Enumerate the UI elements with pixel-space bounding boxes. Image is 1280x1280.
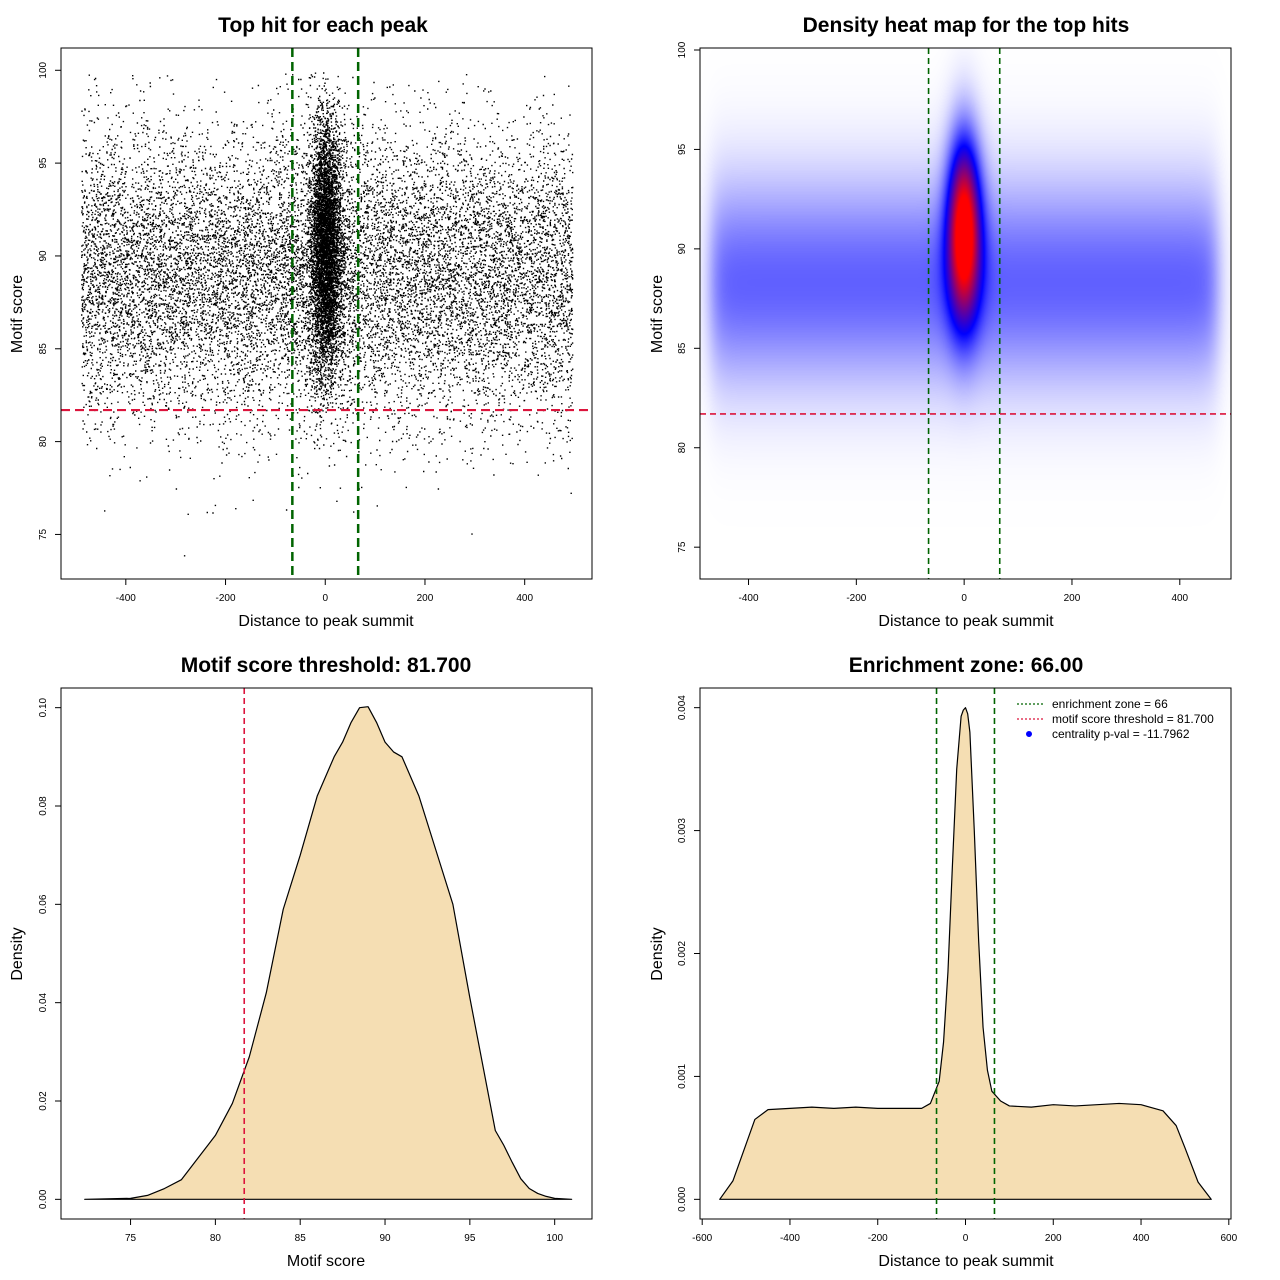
scatter-x-tick-label: -200 [216, 593, 236, 604]
heatmap-title: Density heat map for the top hits [803, 14, 1130, 37]
scatter-y-tick-label: 80 [38, 436, 49, 448]
scatter-reference-lines [61, 48, 592, 579]
scatter-y-tick-label: 95 [38, 157, 49, 169]
distance-density-x-tick-label: -600 [692, 1233, 712, 1244]
panel-heatmap: Density heat map for the top hits -400 -2… [649, 14, 1232, 630]
panel-score-density: Motif score threshold: 81.700 75 80 85 90 95… [9, 654, 593, 1270]
score-density-x-tick-label: 95 [464, 1233, 476, 1244]
distance-density-x-tick-label: 0 [963, 1233, 969, 1244]
score-density-y-axis-label: Density [9, 927, 26, 980]
heatmap-x-tick-label: -400 [739, 593, 759, 604]
score-density-y-tick-label: 0.02 [38, 1091, 49, 1111]
heatmap-x-tick-label: 200 [1064, 593, 1081, 604]
score-density-axis-ticks: 75 80 85 90 95 100 0.00 0.02 0.04 0.06 0.08 0.10 [38, 697, 563, 1244]
scatter-y-tick-label: 100 [38, 62, 49, 79]
heatmap-surface [700, 48, 1231, 579]
panel-distance-density: Enrichment zone: 66.00 -600 -400 -200 0 200 4… [649, 654, 1238, 1270]
heatmap-y-tick-label: 90 [677, 243, 688, 255]
score-density-y-tick-label: 0.08 [38, 796, 49, 816]
distance-density-legend: enrichment zone = 66 motif score thresho… [1017, 697, 1214, 741]
distance-density-y-tick-label: 0.001 [677, 1063, 688, 1088]
heatmap-x-tick-label: 0 [961, 593, 967, 604]
heatmap-x-tick-label: 400 [1171, 593, 1188, 604]
score-density-x-tick-label: 100 [546, 1233, 563, 1244]
heatmap-y-axis-label: Motif score [649, 275, 666, 353]
scatter-y-axis-label: Motif score [9, 275, 26, 353]
legend-label-motif-threshold: motif score threshold = 81.700 [1052, 712, 1214, 726]
distance-density-area [719, 707, 1212, 1200]
distance-density-y-tick-label: 0.000 [677, 1186, 688, 1211]
score-density-x-tick-label: 90 [379, 1233, 391, 1244]
scatter-axis-ticks: -400 -200 0 200 400 75 80 85 90 95 100 [38, 62, 533, 604]
distance-density-reference-lines [935, 688, 996, 1219]
score-density-area [84, 706, 573, 1200]
heatmap-x-tick-label: -200 [846, 593, 866, 604]
heatmap-y-tick-label: 95 [677, 143, 688, 155]
legend-label-centrality: centrality p-val = -11.7962 [1052, 727, 1190, 741]
scatter-y-tick-label: 90 [38, 250, 49, 262]
distance-density-title: Enrichment zone: 66.00 [849, 654, 1084, 677]
scatter-point-cloud [81, 72, 574, 557]
distance-density-y-tick-label: 0.003 [677, 818, 688, 843]
distance-density-y-tick-label: 0.002 [677, 941, 688, 966]
distance-density-x-tick-label: 600 [1220, 1233, 1237, 1244]
scatter-x-tick-label: 0 [322, 593, 328, 604]
legend-label-enrichment-zone: enrichment zone = 66 [1052, 697, 1168, 711]
distance-density-x-axis-label: Distance to peak summit [878, 1253, 1054, 1270]
score-density-x-tick-label: 85 [295, 1233, 307, 1244]
distance-density-axis-ticks: -600 -400 -200 0 200 400 600 0.000 0.001 0.002 0.0… [677, 695, 1238, 1244]
distance-density-x-tick-label: -400 [780, 1233, 800, 1244]
distance-density-y-tick-label: 0.004 [677, 695, 688, 720]
legend-swatch-centrality [1026, 731, 1032, 737]
scatter-y-tick-label: 75 [38, 528, 49, 540]
scatter-x-tick-label: 200 [417, 593, 434, 604]
scatter-x-axis-label: Distance to peak summit [238, 613, 414, 630]
scatter-x-tick-label: -400 [116, 593, 136, 604]
distance-density-x-tick-label: 400 [1133, 1233, 1150, 1244]
scatter-title: Top hit for each peak [218, 14, 428, 37]
score-density-x-axis-label: Motif score [287, 1253, 365, 1270]
score-density-title: Motif score threshold: 81.700 [181, 654, 472, 677]
distance-density-x-tick-label: 200 [1045, 1233, 1062, 1244]
heatmap-y-tick-label: 80 [677, 442, 688, 454]
distance-density-y-axis-label: Density [649, 927, 666, 980]
panel-scatter: Top hit for each peak -400 -200 0 200 400 75 8… [9, 14, 593, 630]
heatmap-y-tick-label: 100 [677, 41, 688, 58]
score-density-y-tick-label: 0.10 [38, 697, 49, 717]
heatmap-reference-lines [700, 48, 1231, 579]
heatmap-axis-ticks: -400 -200 0 200 400 75 80 85 90 95 100 [677, 41, 1189, 604]
heatmap-x-axis-label: Distance to peak summit [878, 613, 1054, 630]
score-density-y-tick-label: 0.06 [38, 894, 49, 914]
score-density-x-tick-label: 80 [210, 1233, 222, 1244]
heatmap-y-tick-label: 75 [677, 541, 688, 553]
scatter-x-tick-label: 400 [516, 593, 533, 604]
score-density-y-tick-label: 0.04 [38, 992, 49, 1012]
scatter-points [81, 72, 574, 557]
scatter-y-tick-label: 85 [38, 343, 49, 355]
score-density-x-tick-label: 75 [125, 1233, 137, 1244]
score-density-y-tick-label: 0.00 [38, 1189, 49, 1209]
heatmap-y-tick-label: 85 [677, 342, 688, 354]
distance-density-x-tick-label: -200 [868, 1233, 888, 1244]
